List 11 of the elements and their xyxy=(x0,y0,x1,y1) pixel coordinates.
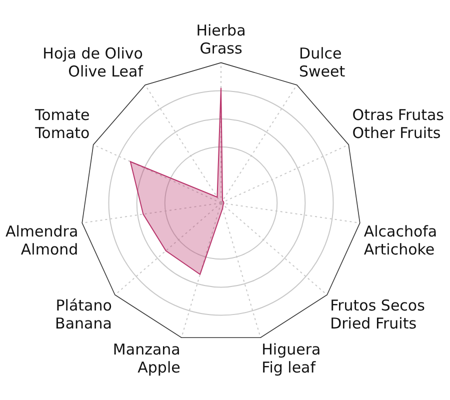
spoke-label: Hoja de Olivo Olive Leaf xyxy=(42,44,144,80)
spoke-label: Otras Frutas Other Fruits xyxy=(352,106,444,142)
spoke-label: Plátano Banana xyxy=(55,296,112,332)
spoke-label: Higuera Fig leaf xyxy=(262,340,321,376)
spoke-label: Dulce Sweet xyxy=(299,44,346,80)
spoke-label: Frutos Secos Dried Fruits xyxy=(330,296,426,332)
spoke-label: Manzana Apple xyxy=(112,340,180,376)
spoke-label: Alcachofa Artichoke xyxy=(364,222,438,258)
spoke-label: Tomate Tomato xyxy=(34,106,90,142)
spoke-label: Almendra Almond xyxy=(6,222,78,258)
spoke-label: Hierba Grass xyxy=(196,22,246,58)
